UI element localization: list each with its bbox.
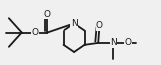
Text: O: O — [31, 28, 38, 37]
Text: N: N — [71, 19, 77, 28]
Text: N: N — [110, 38, 117, 47]
Text: O: O — [96, 22, 103, 30]
Text: O: O — [44, 10, 51, 19]
Text: O: O — [125, 38, 132, 47]
